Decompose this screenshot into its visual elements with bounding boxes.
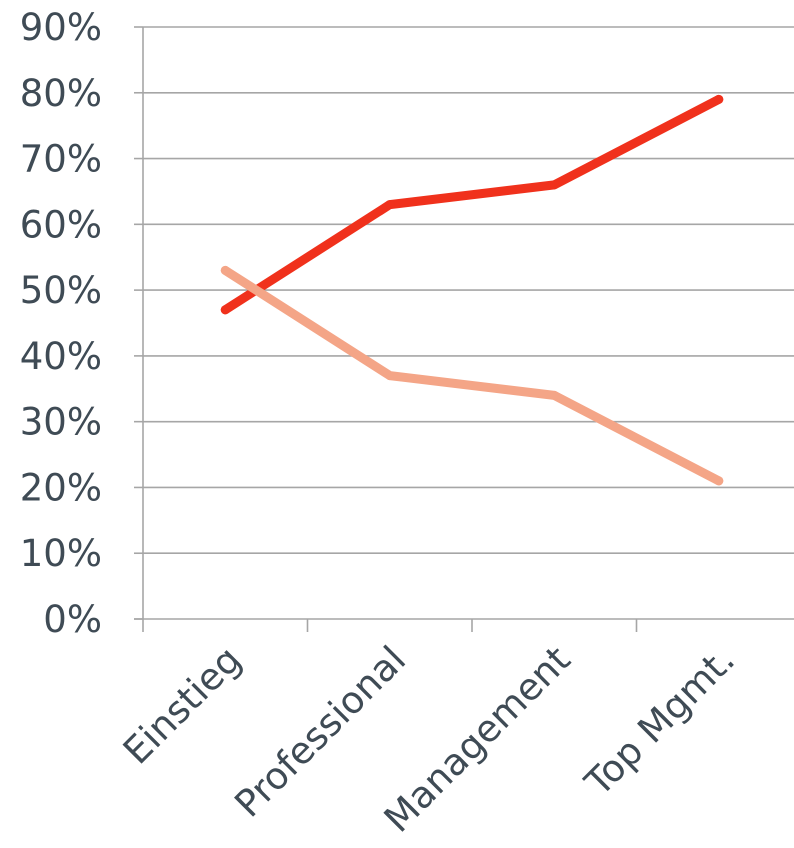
y-tick-label: 50% bbox=[20, 269, 102, 312]
series-lines bbox=[220, 94, 724, 486]
x-tick-label: Top Mgmt. bbox=[576, 638, 743, 805]
data-point-series-1 bbox=[220, 305, 230, 315]
axes bbox=[134, 26, 794, 632]
y-tick-label: 60% bbox=[20, 203, 102, 246]
y-tick-label: 10% bbox=[20, 532, 102, 575]
data-point-series-1 bbox=[714, 94, 724, 104]
x-tick-label: Professional bbox=[226, 638, 414, 826]
series-line-1 bbox=[220, 94, 724, 315]
data-point-series-1 bbox=[549, 180, 559, 190]
data-point-series-2 bbox=[220, 265, 230, 275]
y-tick-label: 70% bbox=[20, 138, 102, 181]
x-tick-label: Einstieg bbox=[115, 638, 250, 773]
y-tick-label: 0% bbox=[43, 598, 102, 641]
data-point-series-2 bbox=[714, 476, 724, 486]
y-tick-label: 80% bbox=[20, 72, 102, 115]
data-point-series-1 bbox=[385, 200, 395, 210]
series-line-2 bbox=[220, 265, 724, 486]
y-axis-tick-labels: 0% 10% 20% 30% 40% 50% 60% 70% 80% 90% bbox=[20, 6, 102, 641]
y-tick-label: 40% bbox=[20, 335, 102, 378]
y-tick-label: 30% bbox=[20, 401, 102, 444]
data-point-series-2 bbox=[385, 371, 395, 381]
y-tick-label: 90% bbox=[20, 6, 102, 49]
y-tick-label: 20% bbox=[20, 466, 102, 509]
data-point-series-2 bbox=[549, 390, 559, 400]
